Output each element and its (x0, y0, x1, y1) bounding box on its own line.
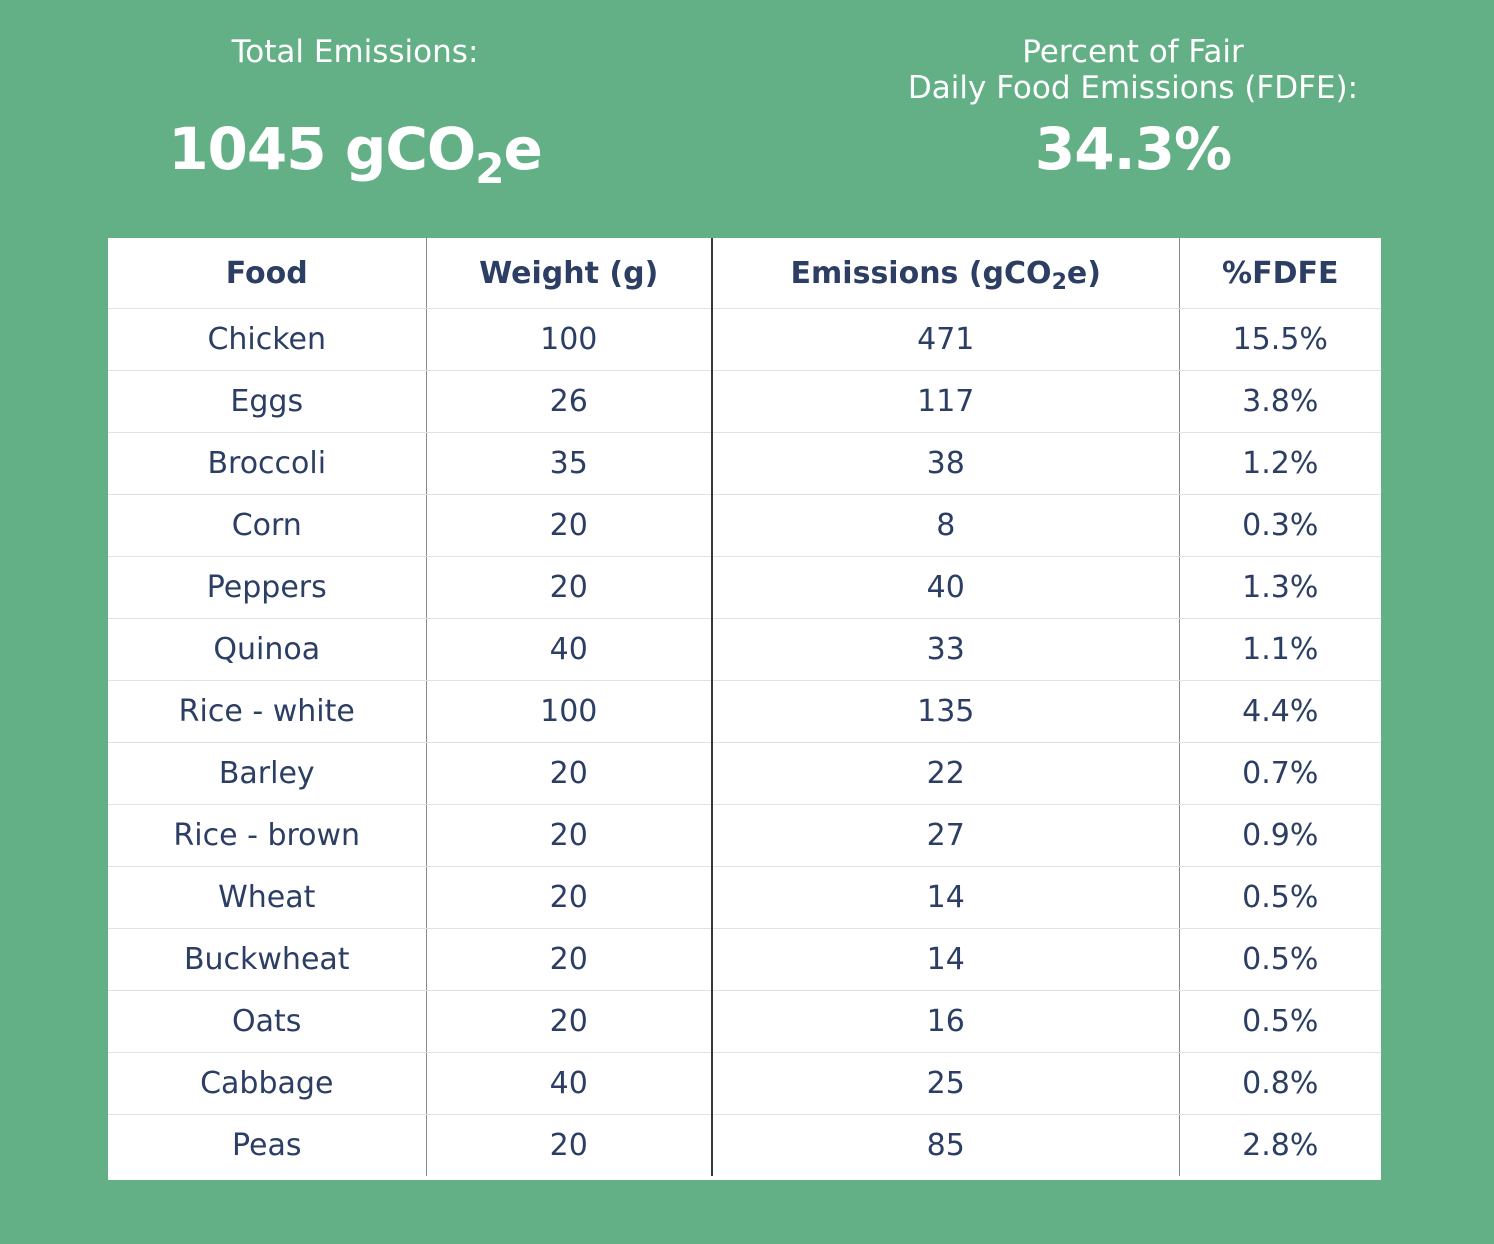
cell-emissions: 14 (711, 866, 1180, 929)
header-weight: Weight (g) (426, 238, 713, 309)
cell-fdfe: 0.5% (1179, 928, 1381, 991)
cell-food: Peas (108, 1114, 427, 1176)
table-row: Barley 20 22 0.7% (108, 742, 1381, 805)
cell-fdfe: 0.3% (1179, 494, 1381, 557)
header-emissions-prefix: Emissions (gCO (790, 255, 1052, 291)
header-fdfe: %FDFE (1179, 238, 1381, 309)
table-row: Rice - brown 20 27 0.9% (108, 804, 1381, 867)
table-row: Oats 20 16 0.5% (108, 990, 1381, 1053)
cell-emissions: 25 (711, 1052, 1180, 1115)
cell-emissions: 40 (711, 556, 1180, 619)
cell-food: Rice - brown (108, 804, 427, 867)
cell-food: Broccoli (108, 432, 427, 495)
cell-food: Corn (108, 494, 427, 557)
cell-food: Wheat (108, 866, 427, 929)
cell-food: Eggs (108, 370, 427, 433)
cell-food: Quinoa (108, 618, 427, 681)
cell-emissions: 14 (711, 928, 1180, 991)
cell-weight: 20 (426, 742, 713, 805)
cell-weight: 100 (426, 680, 713, 743)
total-emissions-value: 1045 gCO2e (105, 114, 605, 190)
emissions-table-container: Food Weight (g) Emissions (gCO2e) %FDFE … (108, 238, 1381, 1180)
cell-fdfe: 1.1% (1179, 618, 1381, 681)
total-emissions-number: 1045 gCO (168, 115, 476, 183)
cell-weight: 20 (426, 928, 713, 991)
cell-fdfe: 0.5% (1179, 866, 1381, 929)
cell-weight: 20 (426, 1114, 713, 1176)
cell-emissions: 135 (711, 680, 1180, 743)
cell-emissions: 16 (711, 990, 1180, 1053)
cell-food: Rice - white (108, 680, 427, 743)
header-food: Food (108, 238, 427, 309)
cell-fdfe: 1.3% (1179, 556, 1381, 619)
header-emissions-suffix: e) (1066, 255, 1101, 291)
table-row: Quinoa 40 33 1.1% (108, 618, 1381, 681)
cell-weight: 20 (426, 556, 713, 619)
total-emissions-summary: Total Emissions: 1045 gCO2e (105, 34, 605, 190)
cell-emissions: 471 (711, 308, 1180, 371)
fdfe-percent-value: 34.3% (1034, 115, 1232, 183)
cell-food: Chicken (108, 308, 427, 371)
cell-emissions: 33 (711, 618, 1180, 681)
cell-food: Buckwheat (108, 928, 427, 991)
fdfe-percent-summary: Percent of Fair Daily Food Emissions (FD… (868, 34, 1398, 184)
cell-emissions: 38 (711, 432, 1180, 495)
cell-fdfe: 0.7% (1179, 742, 1381, 805)
cell-food: Cabbage (108, 1052, 427, 1115)
fdfe-percent-label: Percent of Fair Daily Food Emissions (FD… (868, 34, 1398, 106)
cell-fdfe: 3.8% (1179, 370, 1381, 433)
cell-weight: 100 (426, 308, 713, 371)
table-header-row: Food Weight (g) Emissions (gCO2e) %FDFE (108, 238, 1381, 309)
cell-emissions: 117 (711, 370, 1180, 433)
table-row: Wheat 20 14 0.5% (108, 866, 1381, 929)
cell-emissions: 27 (711, 804, 1180, 867)
table-row: Buckwheat 20 14 0.5% (108, 928, 1381, 991)
total-emissions-subscript: 2 (475, 144, 504, 193)
table-row: Peppers 20 40 1.3% (108, 556, 1381, 619)
cell-weight: 20 (426, 866, 713, 929)
cell-weight: 35 (426, 432, 713, 495)
cell-emissions: 22 (711, 742, 1180, 805)
table-row: Peas 20 85 2.8% (108, 1114, 1381, 1176)
cell-fdfe: 4.4% (1179, 680, 1381, 743)
cell-fdfe: 15.5% (1179, 308, 1381, 371)
cell-emissions: 85 (711, 1114, 1180, 1176)
cell-emissions: 8 (711, 494, 1180, 557)
cell-food: Peppers (108, 556, 427, 619)
cell-weight: 40 (426, 1052, 713, 1115)
table-row: Corn 20 8 0.3% (108, 494, 1381, 557)
cell-food: Oats (108, 990, 427, 1053)
cell-food: Barley (108, 742, 427, 805)
fdfe-percent-label-line2: Daily Food Emissions (FDFE): (907, 70, 1359, 106)
table-row: Broccoli 35 38 1.2% (108, 432, 1381, 495)
fdfe-percent-label-line1: Percent of Fair (1022, 34, 1244, 70)
cell-weight: 20 (426, 990, 713, 1053)
cell-weight: 20 (426, 494, 713, 557)
header-emissions: Emissions (gCO2e) (711, 238, 1180, 309)
header-emissions-subscript: 2 (1051, 269, 1067, 295)
cell-weight: 40 (426, 618, 713, 681)
table-row: Eggs 26 117 3.8% (108, 370, 1381, 433)
total-emissions-label: Total Emissions: (231, 34, 479, 70)
cell-weight: 26 (426, 370, 713, 433)
cell-fdfe: 0.5% (1179, 990, 1381, 1053)
cell-fdfe: 0.8% (1179, 1052, 1381, 1115)
table-row: Rice - white 100 135 4.4% (108, 680, 1381, 743)
emissions-table: Food Weight (g) Emissions (gCO2e) %FDFE … (108, 238, 1381, 1176)
table-row: Cabbage 40 25 0.8% (108, 1052, 1381, 1115)
cell-weight: 20 (426, 804, 713, 867)
total-emissions-suffix: e (503, 115, 542, 183)
cell-fdfe: 2.8% (1242, 1128, 1319, 1163)
cell-fdfe: 0.9% (1179, 804, 1381, 867)
table-row: Chicken 100 471 15.5% (108, 308, 1381, 371)
cell-fdfe: 1.2% (1179, 432, 1381, 495)
